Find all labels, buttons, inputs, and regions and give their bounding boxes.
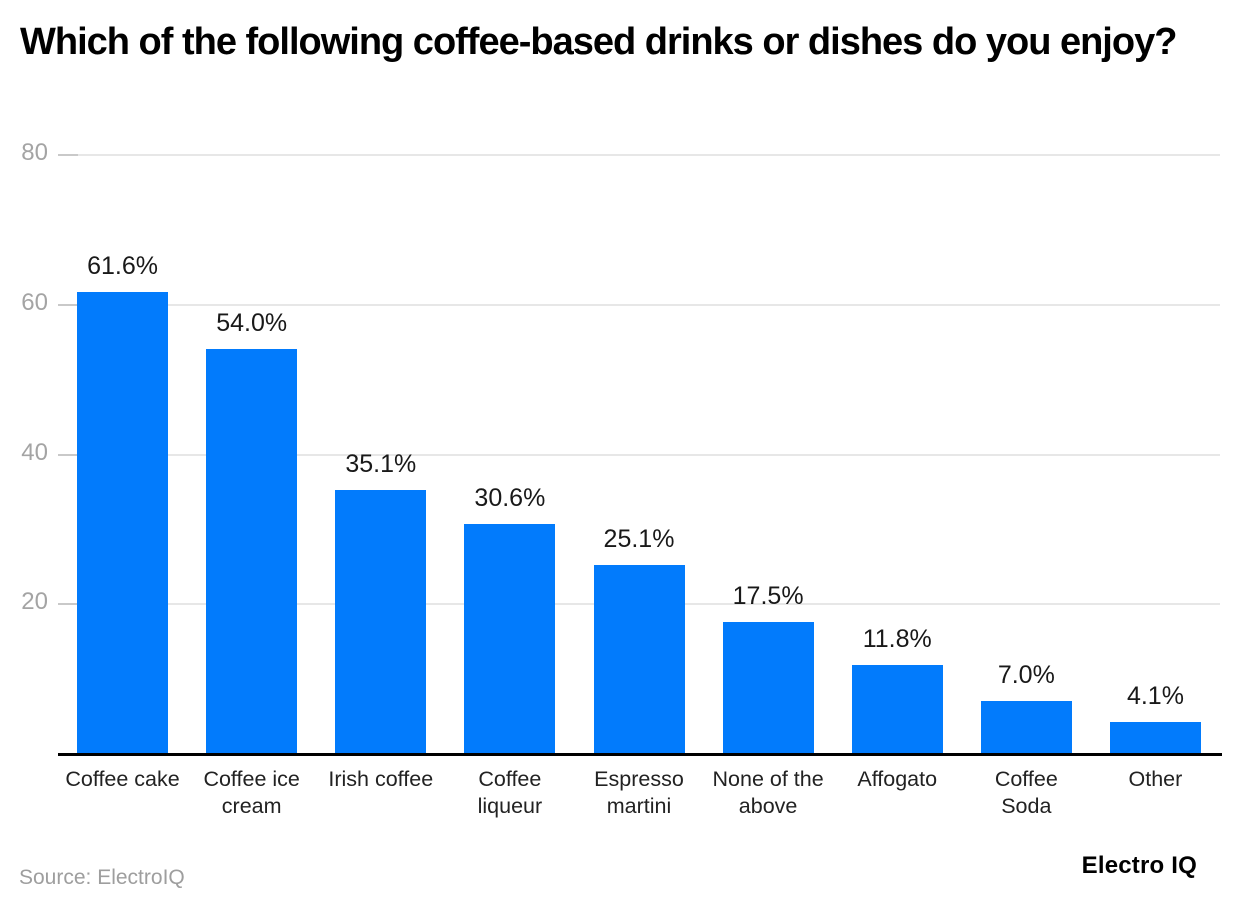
gridline-40 [58, 453, 1220, 456]
bar-value-label: 30.6% [474, 483, 546, 512]
y-axis-label-20: 20 [21, 588, 48, 616]
y-tick-60 [58, 303, 78, 306]
bar-value-label: 4.1% [1126, 682, 1184, 711]
bar-espresso-martini [593, 565, 685, 753]
bar-value-label: 7.0% [997, 660, 1055, 689]
y-axis-label-60: 60 [21, 288, 48, 316]
bar-coffee-liqueur [464, 523, 556, 753]
y-axis-label-80: 80 [21, 138, 48, 166]
bar-coffee-soda [980, 700, 1072, 753]
y-tick-40 [58, 453, 78, 456]
bar-other [1109, 722, 1201, 753]
x-axis-label: Coffee liqueur [477, 767, 543, 818]
x-axis-label: Other [1128, 767, 1183, 791]
x-axis-label: Coffee ice cream [203, 767, 300, 818]
bar-coffee-cake [77, 291, 169, 753]
bar-value-label: 25.1% [603, 525, 675, 554]
bar-value-label: 11.8% [862, 624, 932, 653]
bar-affogato [851, 664, 943, 753]
bar-value-label: 61.6% [87, 251, 158, 280]
y-tick-20 [58, 603, 78, 606]
bar-value-label: 35.1% [345, 450, 417, 479]
bar-none-of-the-above [722, 621, 814, 753]
chart-title: Which of the following coffee-based drin… [20, 21, 1177, 63]
bar-irish-coffee [335, 490, 427, 753]
gridline-60 [58, 303, 1220, 306]
source-note: Source: ElectroIQ [19, 866, 185, 889]
x-axis-line [58, 753, 1222, 756]
x-axis-label: Coffee cake [65, 767, 180, 791]
bar-value-label: 17.5% [732, 581, 804, 610]
brand-logo: Electro IQ [1081, 852, 1197, 879]
y-tick-80 [58, 154, 78, 156]
x-axis-label: Affogato [857, 767, 938, 791]
x-axis-label: Espresso martini [594, 767, 684, 818]
x-axis-label: None of the above [712, 767, 824, 818]
x-axis-label: Coffee Soda [994, 767, 1058, 818]
y-axis-label-40: 40 [21, 438, 48, 466]
gridline-80 [58, 154, 1220, 156]
x-axis-label: Irish coffee [328, 767, 434, 791]
bar-value-label: 54.0% [216, 308, 288, 337]
bar-coffee-ice-cream [206, 348, 298, 753]
